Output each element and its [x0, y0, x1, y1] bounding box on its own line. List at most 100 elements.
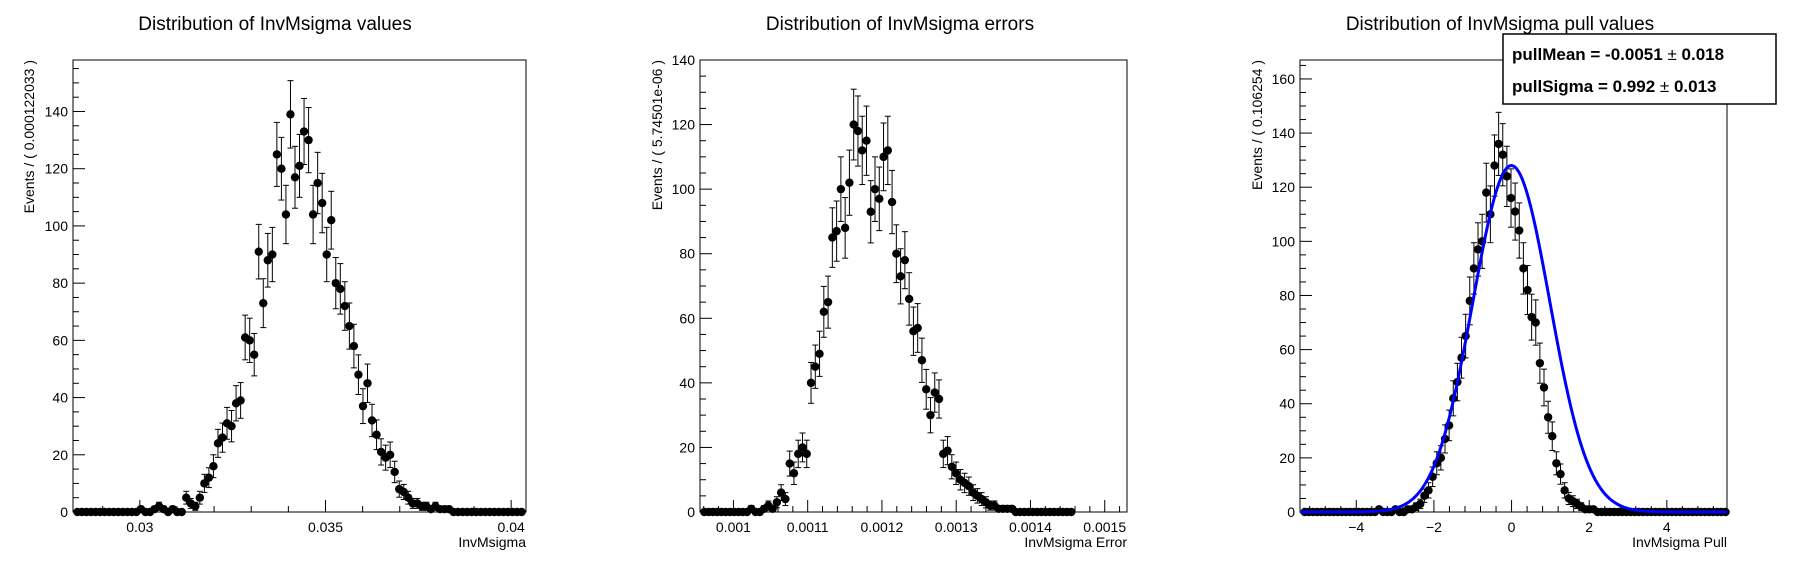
data-point	[811, 344, 820, 389]
y-tick-label: 0	[60, 504, 68, 520]
x-tick-label: 0.0014	[1009, 519, 1052, 535]
values-frame	[72, 59, 527, 513]
data-point	[209, 454, 218, 479]
data-point	[815, 330, 824, 377]
y-tick-label: 140	[45, 103, 69, 119]
data-point	[177, 507, 186, 517]
data-point	[1548, 421, 1557, 452]
stats-sigma-value: 0.992	[1613, 77, 1656, 96]
x-tick-label: 0.0011	[787, 519, 829, 535]
x-tick-label: 0.04	[498, 519, 525, 535]
stats-row-mean: pullMean = -0.0051 ± 0.018	[1512, 45, 1724, 64]
data-point	[858, 115, 867, 186]
data-point	[1502, 145, 1512, 208]
y-tick-label: 40	[1279, 396, 1295, 412]
data-point	[345, 302, 354, 350]
data-point	[250, 332, 259, 377]
x-tick-label: 0.001	[716, 519, 751, 535]
y-tick-label: 120	[45, 161, 69, 177]
y-tick-label: 40	[679, 375, 695, 391]
data-point	[964, 476, 974, 496]
data-point	[349, 323, 359, 369]
y-tick-label: 140	[1272, 125, 1296, 141]
data-point	[1523, 265, 1532, 316]
data-point	[930, 372, 939, 413]
errors-xlabel: InvMsigma Error	[1024, 534, 1127, 550]
data-point	[1424, 482, 1433, 499]
pull-xticks: −4 −2 0 2 4	[1309, 500, 1714, 535]
data-point	[875, 166, 884, 232]
data-point	[317, 172, 327, 234]
data-point	[399, 483, 408, 501]
data-point	[1539, 368, 1549, 407]
data-point	[213, 428, 223, 458]
data-point	[836, 156, 846, 222]
data-point	[794, 439, 803, 469]
data-point	[313, 151, 322, 215]
x-tick-label: 4	[1663, 519, 1671, 535]
values-xticks: 0.03 0.035 0.04	[102, 500, 525, 535]
y-tick-label: 120	[1272, 179, 1296, 195]
pull-panel: Distribution of InvMsigma pull values Ev…	[1249, 14, 1777, 550]
data-point	[922, 368, 931, 410]
values-title: Distribution of InvMsigma values	[138, 14, 412, 35]
y-tick-label: 140	[672, 52, 696, 68]
pull-points	[1300, 111, 1730, 517]
stats-sigma-label: pullSigma =	[1512, 77, 1613, 96]
stats-mean-err: 0.018	[1682, 45, 1725, 64]
data-point	[870, 156, 880, 222]
data-point	[853, 95, 863, 167]
data-point	[823, 275, 833, 329]
y-tick-label: 20	[679, 439, 695, 455]
data-point	[883, 115, 893, 186]
y-tick-label: 160	[1272, 71, 1296, 87]
data-point	[1465, 276, 1474, 326]
y-tick-label: 80	[52, 275, 68, 291]
data-point	[879, 122, 888, 192]
data-point	[1535, 342, 1545, 384]
stats-mean-value: -0.0051	[1605, 45, 1663, 64]
y-tick-label: 60	[679, 310, 695, 326]
y-tick-label: 80	[679, 246, 695, 262]
data-point	[281, 184, 291, 245]
data-point	[1556, 463, 1565, 485]
data-point	[934, 379, 944, 419]
data-point	[240, 314, 250, 361]
data-point	[845, 149, 854, 216]
data-point	[1494, 111, 1503, 176]
data-point	[802, 439, 811, 469]
data-point	[1515, 202, 1524, 259]
data-point	[798, 432, 807, 463]
y-tick-label: 60	[52, 332, 68, 348]
pull-ylabel: Events / ( 0.106254 )	[1249, 60, 1265, 190]
stats-mean-pm: ±	[1667, 45, 1676, 64]
data-point	[195, 490, 205, 505]
x-tick-label: 0.0013	[935, 519, 978, 535]
y-tick-label: 120	[672, 117, 696, 133]
stats-row-sigma: pullSigma = 0.992 ± 0.013	[1512, 77, 1717, 96]
data-point	[404, 490, 413, 505]
data-point	[385, 441, 395, 469]
data-point	[892, 224, 901, 284]
data-point	[1469, 242, 1479, 295]
x-tick-label: 0.03	[126, 519, 153, 535]
stats-sigma-err: 0.013	[1674, 77, 1717, 96]
y-tick-label: 100	[672, 181, 696, 197]
data-point	[840, 197, 850, 259]
values-xlabel: InvMsigma	[458, 534, 526, 550]
x-tick-label: −2	[1426, 519, 1442, 535]
y-tick-label: 100	[45, 218, 69, 234]
x-tick-label: 0.0015	[1083, 519, 1126, 535]
stats-box-frame	[1502, 33, 1777, 105]
errors-points	[700, 88, 1076, 517]
data-point	[304, 106, 313, 174]
data-point	[286, 80, 295, 149]
data-point	[1506, 168, 1516, 228]
data-point	[363, 363, 372, 403]
data-point	[322, 226, 331, 283]
data-point	[806, 361, 816, 404]
data-point	[272, 121, 282, 187]
data-point	[904, 272, 914, 326]
data-point	[259, 278, 268, 329]
